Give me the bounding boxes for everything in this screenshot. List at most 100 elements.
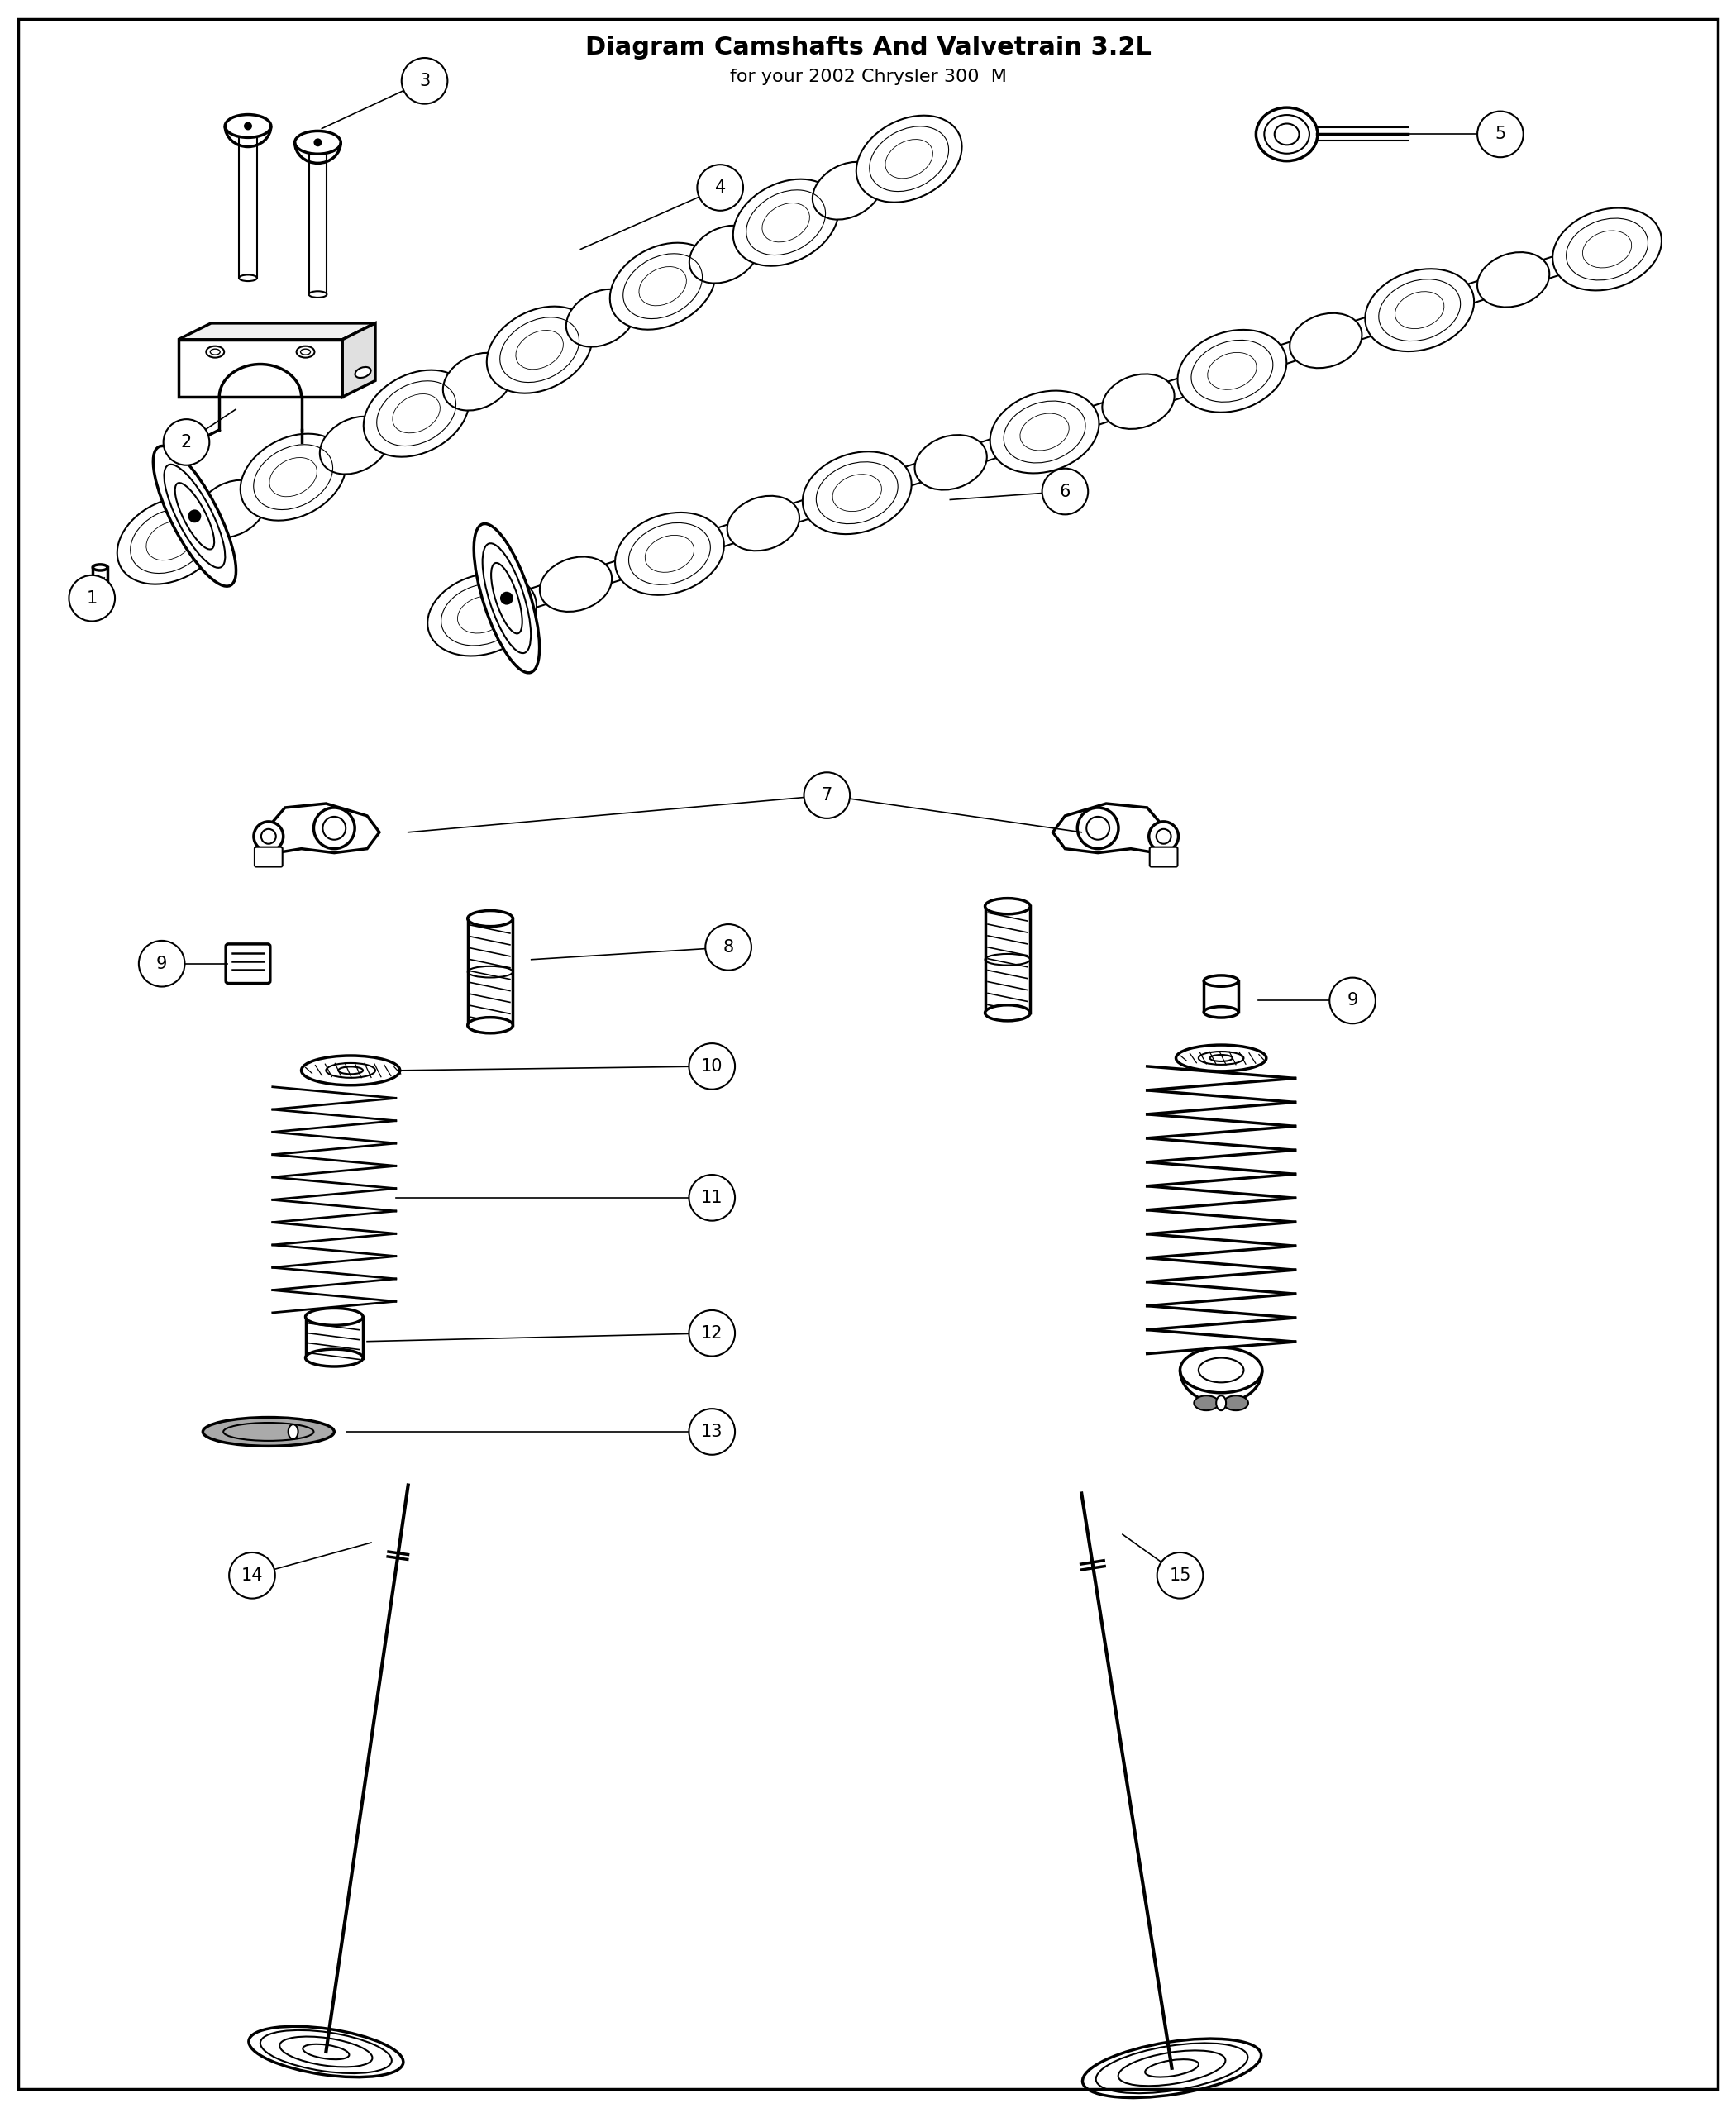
Ellipse shape — [443, 352, 512, 411]
Text: 12: 12 — [701, 1326, 722, 1341]
Ellipse shape — [609, 242, 715, 329]
Text: 9: 9 — [156, 955, 167, 972]
Ellipse shape — [1194, 1395, 1219, 1410]
Ellipse shape — [467, 911, 512, 925]
Circle shape — [689, 1311, 734, 1355]
Ellipse shape — [1552, 209, 1661, 291]
Ellipse shape — [1175, 1046, 1266, 1071]
Ellipse shape — [1224, 1395, 1248, 1410]
Circle shape — [689, 1043, 734, 1090]
Ellipse shape — [297, 346, 314, 358]
Ellipse shape — [319, 417, 389, 474]
Circle shape — [500, 592, 514, 605]
Ellipse shape — [689, 226, 759, 282]
Circle shape — [804, 772, 851, 818]
Circle shape — [163, 419, 210, 466]
Text: for your 2002 Chrysler 300  M: for your 2002 Chrysler 300 M — [729, 70, 1007, 84]
Circle shape — [705, 923, 752, 970]
Text: 7: 7 — [821, 786, 833, 803]
Ellipse shape — [92, 565, 108, 571]
Polygon shape — [179, 339, 342, 396]
Ellipse shape — [288, 1425, 299, 1440]
Text: 9: 9 — [1347, 993, 1358, 1010]
Ellipse shape — [153, 447, 236, 586]
Circle shape — [1078, 807, 1118, 850]
Circle shape — [229, 1551, 274, 1598]
Ellipse shape — [116, 497, 222, 584]
Ellipse shape — [240, 434, 345, 521]
Polygon shape — [1052, 803, 1172, 854]
Circle shape — [689, 1408, 734, 1455]
Text: 14: 14 — [241, 1566, 264, 1583]
Ellipse shape — [92, 609, 108, 616]
Ellipse shape — [984, 1006, 1029, 1020]
Circle shape — [314, 807, 354, 850]
Ellipse shape — [1364, 270, 1474, 352]
Ellipse shape — [915, 434, 986, 489]
Ellipse shape — [295, 1425, 319, 1440]
Ellipse shape — [306, 1349, 363, 1366]
Circle shape — [243, 122, 252, 131]
Ellipse shape — [1290, 314, 1361, 369]
Ellipse shape — [248, 2026, 403, 2076]
Text: 4: 4 — [715, 179, 726, 196]
Ellipse shape — [856, 116, 962, 202]
Polygon shape — [179, 323, 375, 339]
Ellipse shape — [295, 131, 340, 154]
Ellipse shape — [356, 367, 372, 377]
Ellipse shape — [474, 523, 540, 672]
Ellipse shape — [990, 390, 1099, 472]
Circle shape — [698, 164, 743, 211]
Ellipse shape — [812, 162, 882, 219]
Ellipse shape — [540, 557, 611, 611]
Text: 3: 3 — [418, 72, 431, 89]
Circle shape — [1477, 112, 1522, 158]
Text: 10: 10 — [701, 1058, 722, 1075]
Ellipse shape — [427, 573, 536, 656]
Text: 6: 6 — [1059, 483, 1071, 500]
Ellipse shape — [363, 371, 469, 457]
Circle shape — [253, 822, 283, 852]
Ellipse shape — [1477, 253, 1550, 308]
Ellipse shape — [302, 1056, 399, 1086]
Ellipse shape — [467, 1018, 512, 1033]
Ellipse shape — [1102, 373, 1174, 428]
Ellipse shape — [226, 114, 271, 137]
Polygon shape — [260, 803, 380, 854]
Ellipse shape — [1203, 1008, 1238, 1018]
Ellipse shape — [240, 274, 257, 280]
Ellipse shape — [984, 898, 1029, 915]
Polygon shape — [342, 323, 375, 396]
Ellipse shape — [486, 306, 592, 394]
Circle shape — [1330, 978, 1375, 1024]
Ellipse shape — [802, 451, 911, 533]
Circle shape — [689, 1174, 734, 1221]
Ellipse shape — [1180, 1347, 1262, 1393]
Ellipse shape — [309, 291, 326, 297]
Ellipse shape — [615, 512, 724, 594]
Text: 2: 2 — [181, 434, 193, 451]
Ellipse shape — [1203, 976, 1238, 987]
Ellipse shape — [266, 1425, 290, 1440]
Circle shape — [1149, 822, 1179, 852]
Text: Diagram Camshafts And Valvetrain 3.2L: Diagram Camshafts And Valvetrain 3.2L — [585, 36, 1151, 59]
Ellipse shape — [1177, 329, 1286, 413]
FancyBboxPatch shape — [1149, 847, 1177, 866]
Circle shape — [187, 510, 201, 523]
Ellipse shape — [1217, 1395, 1226, 1410]
Text: 8: 8 — [722, 938, 734, 955]
Text: 15: 15 — [1168, 1566, 1191, 1583]
Ellipse shape — [196, 481, 267, 538]
Circle shape — [401, 57, 448, 103]
Circle shape — [1042, 468, 1088, 514]
Ellipse shape — [1083, 2038, 1260, 2097]
Circle shape — [314, 139, 321, 148]
Text: 11: 11 — [701, 1189, 722, 1206]
Circle shape — [1158, 1551, 1203, 1598]
Ellipse shape — [566, 289, 635, 348]
Text: 1: 1 — [87, 590, 97, 607]
Text: 13: 13 — [701, 1423, 722, 1440]
Circle shape — [139, 940, 184, 987]
Circle shape — [69, 575, 115, 622]
Text: 5: 5 — [1495, 126, 1505, 143]
